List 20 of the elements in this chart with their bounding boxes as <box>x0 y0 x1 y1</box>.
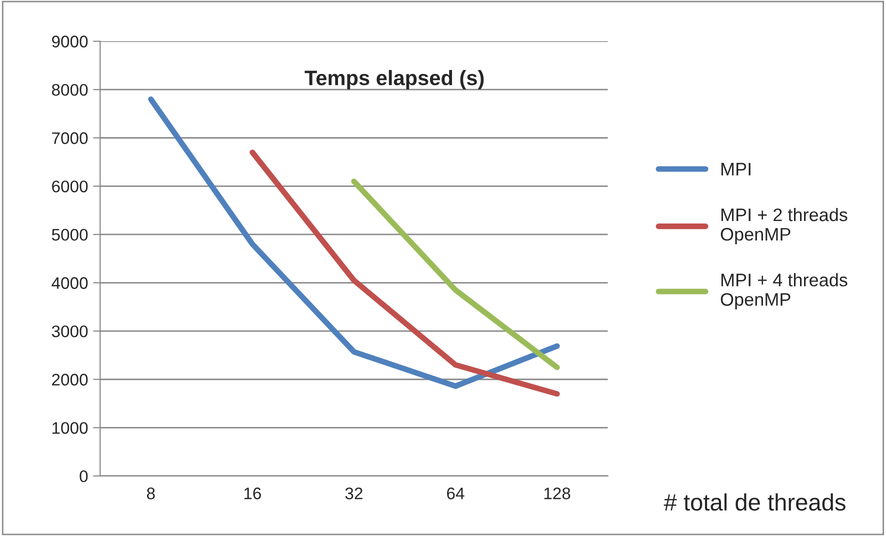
y-tick-label: 2000 <box>52 374 88 386</box>
x-tick-label: 128 <box>544 488 570 500</box>
y-tick-label: 1000 <box>52 422 88 434</box>
y-tick-label: 9000 <box>52 36 88 48</box>
y-tick-label: 7000 <box>52 132 88 144</box>
y-tick-label: 5000 <box>52 228 88 241</box>
y-tick-label: 3000 <box>52 325 88 338</box>
legend-label: MPI <box>721 162 750 176</box>
y-tick-label: 4000 <box>52 277 88 289</box>
x-tick-label: 16 <box>244 488 261 500</box>
legend-label: MPI + 4 threads OpenMP <box>720 273 848 310</box>
x-tick-label: 8 <box>146 488 155 500</box>
x-tick-label: 32 <box>345 488 362 500</box>
x-axis-title: # total de threads <box>664 493 846 511</box>
legend-label: MPI + 2 threads OpenMP <box>720 208 848 244</box>
y-tick-label: 6000 <box>52 180 88 192</box>
text: Temps elapsed (s) <box>304 70 484 90</box>
y-tick-label: 0 <box>80 470 88 482</box>
y-tick-label: 8000 <box>52 84 88 96</box>
x-tick-label: 64 <box>447 488 464 500</box>
